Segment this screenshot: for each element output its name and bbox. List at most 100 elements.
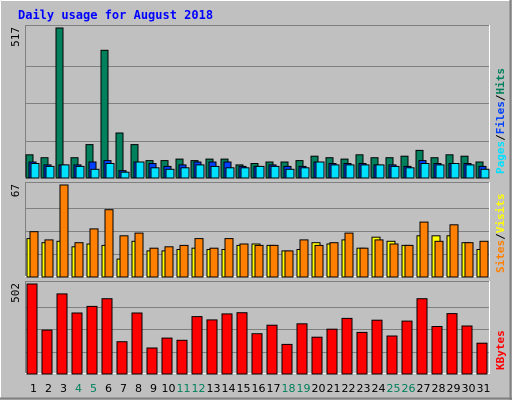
day-label-13: 13 xyxy=(207,382,221,395)
y-max-label-visits: 67 xyxy=(9,184,22,197)
day-label-21: 21 xyxy=(327,382,341,395)
y-max-label-kbytes: 502 xyxy=(9,283,22,303)
bar-sites-day-13 xyxy=(209,247,219,278)
bar-kbytes-day-6 xyxy=(101,298,113,375)
bar-kbytes-day-23 xyxy=(356,331,368,375)
bar-sites-day-14 xyxy=(224,238,234,278)
bar-kbytes-day-5 xyxy=(86,305,98,375)
bar-pages-day-17 xyxy=(270,165,280,179)
bar-sites-day-4 xyxy=(74,242,84,278)
bar-kbytes-day-31 xyxy=(476,342,488,375)
legend-entry-sites: Sites xyxy=(494,240,507,273)
bar-pages-day-2 xyxy=(45,165,55,179)
bar-pages-day-27 xyxy=(420,163,430,179)
legend-entry-visits: Visits xyxy=(494,194,507,234)
bar-pages-day-12 xyxy=(195,164,205,179)
chart-title: Daily usage for August 2018 xyxy=(18,8,213,22)
day-label-4: 4 xyxy=(75,382,82,395)
bar-sites-day-12 xyxy=(194,238,204,278)
bar-sites-day-26 xyxy=(404,244,414,278)
bar-kbytes-day-20 xyxy=(311,336,323,375)
legend-entry-hits: Hits xyxy=(494,68,507,95)
bar-kbytes-day-27 xyxy=(416,298,428,375)
bar-sites-day-15 xyxy=(239,243,249,278)
legend-entry-kbytes: KBytes xyxy=(494,330,507,370)
bar-sites-day-25 xyxy=(389,243,399,278)
bar-pages-day-10 xyxy=(165,168,175,179)
day-label-11: 11 xyxy=(177,382,191,395)
bar-pages-day-31 xyxy=(480,168,490,179)
legend-entry-pages: Pages xyxy=(494,141,507,174)
bar-kbytes-day-28 xyxy=(431,326,443,375)
legend-separator: / xyxy=(494,94,507,101)
bar-sites-day-3 xyxy=(59,184,69,278)
day-label-3: 3 xyxy=(60,382,67,395)
bar-sites-day-11 xyxy=(179,244,189,278)
bar-kbytes-day-4 xyxy=(71,312,83,375)
bar-sites-day-21 xyxy=(329,242,339,278)
bar-kbytes-day-8 xyxy=(131,312,143,375)
bar-sites-day-5 xyxy=(89,228,99,278)
bar-pages-day-26 xyxy=(405,167,415,179)
day-label-20: 20 xyxy=(312,382,326,395)
bar-sites-day-18 xyxy=(284,250,294,278)
bar-kbytes-day-10 xyxy=(161,337,173,375)
bar-kbytes-day-14 xyxy=(221,313,233,375)
bar-pages-day-20 xyxy=(315,161,325,179)
day-label-28: 28 xyxy=(432,382,446,395)
bar-sites-day-23 xyxy=(359,247,369,278)
bar-kbytes-day-16 xyxy=(251,333,263,375)
bar-pages-day-5 xyxy=(90,168,100,179)
bar-pages-day-28 xyxy=(435,164,445,179)
bar-kbytes-day-15 xyxy=(236,312,248,375)
bar-kbytes-day-22 xyxy=(341,317,353,375)
bar-sites-day-9 xyxy=(149,247,159,278)
day-label-31: 31 xyxy=(477,382,491,395)
bar-kbytes-day-13 xyxy=(206,319,218,375)
bar-kbytes-day-24 xyxy=(371,319,383,375)
bar-pages-day-9 xyxy=(150,167,160,179)
bar-sites-day-16 xyxy=(254,244,264,278)
bar-hits-day-6 xyxy=(100,49,109,179)
day-label-26: 26 xyxy=(402,382,416,395)
day-label-18: 18 xyxy=(282,382,296,395)
day-label-16: 16 xyxy=(252,382,266,395)
day-label-7: 7 xyxy=(120,382,127,395)
bar-pages-day-24 xyxy=(375,164,385,179)
bar-sites-day-17 xyxy=(269,244,279,278)
bar-sites-day-19 xyxy=(299,239,309,278)
legend-hits: Pages/Files/Hits xyxy=(494,68,507,174)
bar-kbytes-day-19 xyxy=(296,323,308,375)
bar-sites-day-29 xyxy=(449,224,459,278)
day-labels: 1 2 3 4 5 6 7 8 9 10 11 12 13 14 15 16 17 18 19 20 21 22 23 24 2… xyxy=(30,382,491,395)
legend-visits: Sites/Visits xyxy=(494,194,507,274)
bar-sites-day-7 xyxy=(119,235,129,278)
day-label-9: 9 xyxy=(150,382,157,395)
bar-pages-day-11 xyxy=(180,167,190,179)
bar-pages-day-19 xyxy=(300,167,310,179)
panel-visits: 67 Sites/Visits xyxy=(9,182,507,278)
day-label-24: 24 xyxy=(372,382,386,395)
bar-sites-day-30 xyxy=(464,242,474,278)
legend-entry-files: Files xyxy=(494,101,507,134)
y-max-label-hits: 517 xyxy=(9,27,22,47)
day-label-12: 12 xyxy=(192,382,206,395)
day-label-23: 23 xyxy=(357,382,371,395)
bar-pages-day-3 xyxy=(60,164,70,179)
day-label-8: 8 xyxy=(135,382,142,395)
bar-sites-day-10 xyxy=(164,246,174,278)
legend-separator: / xyxy=(494,134,507,141)
bar-sites-day-8 xyxy=(134,232,144,278)
bar-sites-day-22 xyxy=(344,232,354,278)
day-label-30: 30 xyxy=(462,382,476,395)
panel-kbytes: 502 KBytes xyxy=(9,281,507,375)
bar-kbytes-day-25 xyxy=(386,335,398,375)
bar-sites-day-6 xyxy=(104,209,114,278)
day-label-1: 1 xyxy=(30,382,37,395)
bar-pages-day-25 xyxy=(390,165,400,179)
day-label-10: 10 xyxy=(162,382,176,395)
bar-hits-day-3 xyxy=(55,27,64,179)
bar-kbytes-day-7 xyxy=(116,341,128,375)
